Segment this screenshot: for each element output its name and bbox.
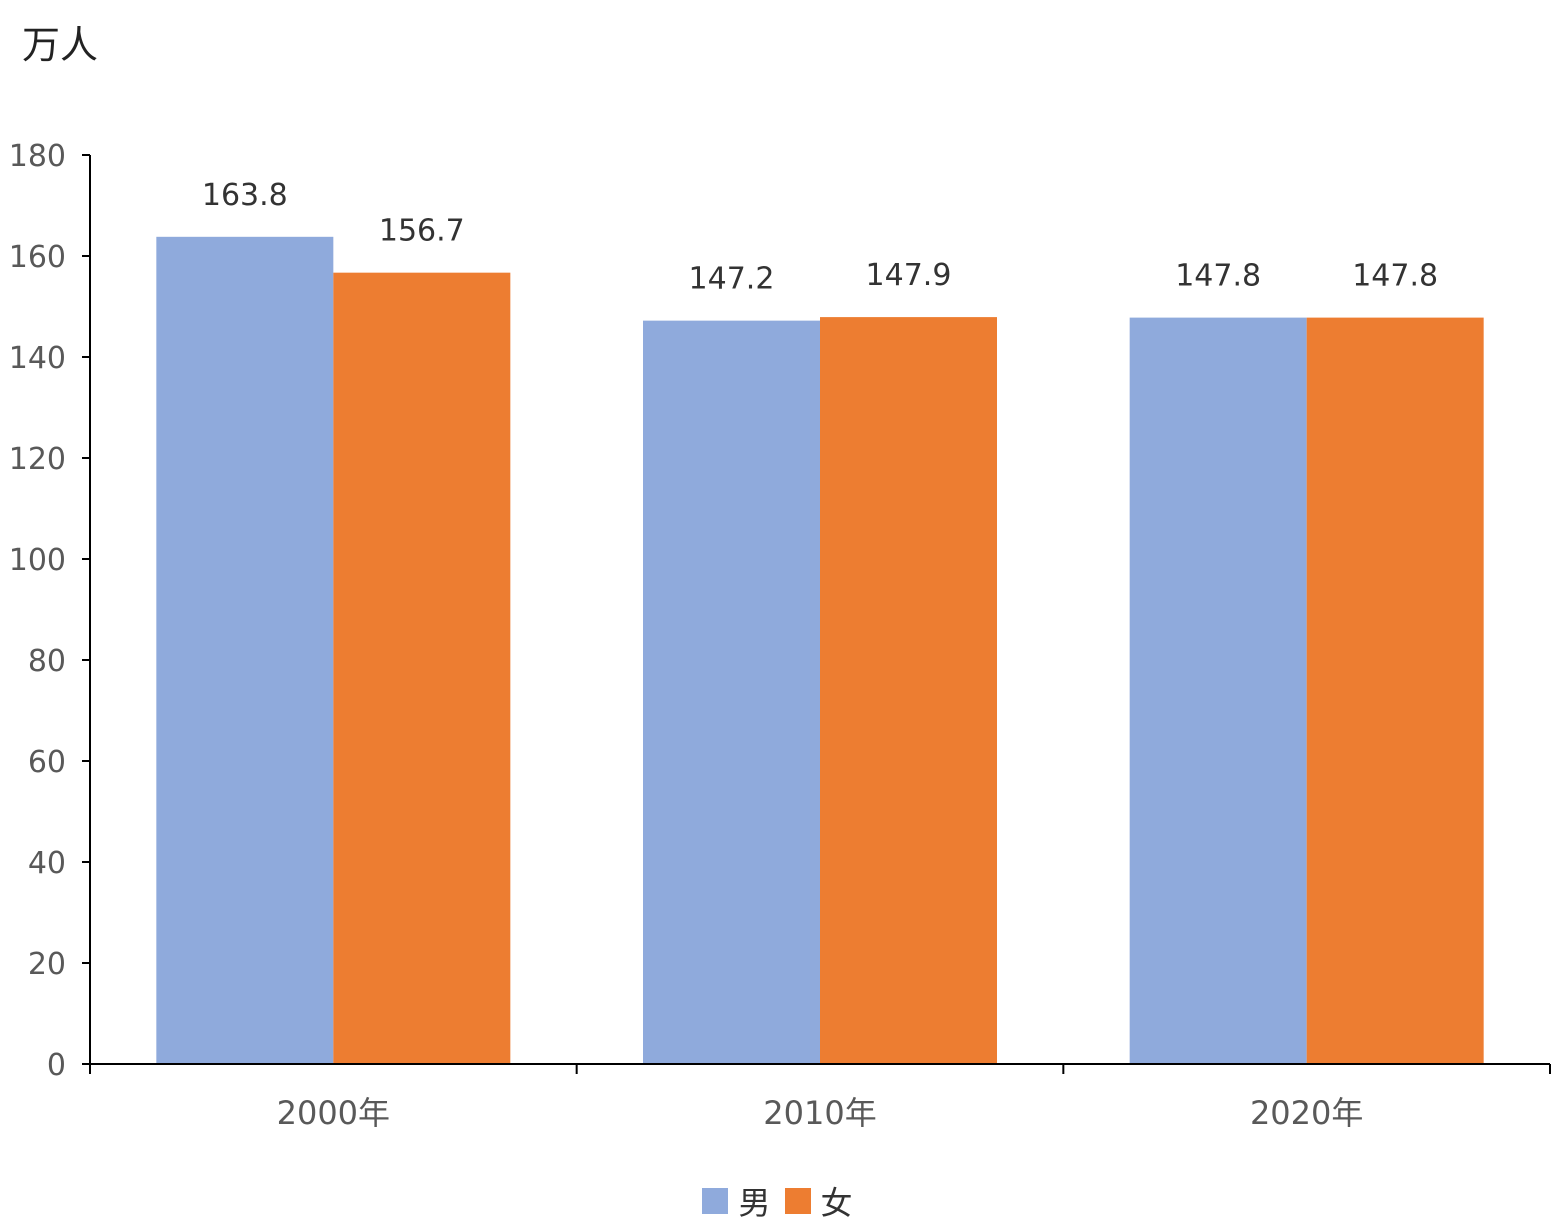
bars-group bbox=[156, 236, 1484, 1065]
y-tick-label: 40 bbox=[28, 846, 66, 881]
data-label: 147.9 bbox=[866, 258, 952, 293]
x-tick-label: 2000年 bbox=[277, 1094, 390, 1132]
bar-female bbox=[1306, 317, 1484, 1064]
legend-swatch-female bbox=[784, 1188, 811, 1214]
data-labels-group: 163.8 156.7 147.2 147.9 147.8 147.8 bbox=[202, 178, 1438, 297]
y-tick-label: 160 bbox=[9, 240, 66, 275]
y-tick-label: 80 bbox=[28, 644, 66, 679]
legend-label-female: 女 bbox=[820, 1184, 853, 1222]
y-axis-unit-label: 万人 bbox=[22, 23, 99, 67]
y-tick-label: 0 bbox=[47, 1048, 66, 1083]
data-label: 163.8 bbox=[202, 178, 288, 213]
x-tick-label: 2010年 bbox=[763, 1094, 876, 1132]
x-axis: 2000年 2010年 2020年 bbox=[89, 1063, 1551, 1132]
data-label: 147.2 bbox=[689, 262, 775, 297]
y-tick-label: 100 bbox=[9, 543, 66, 578]
legend-swatch-male bbox=[702, 1188, 729, 1214]
legend: 男 女 bbox=[0, 1178, 1555, 1224]
x-tick-label: 2020年 bbox=[1250, 1094, 1363, 1132]
bar-male bbox=[1129, 317, 1307, 1064]
legend-item-female: 女 bbox=[784, 1178, 853, 1224]
legend-item-male: 男 bbox=[702, 1178, 771, 1224]
y-tick-label: 180 bbox=[9, 139, 66, 174]
y-axis: 0 20 40 60 80 100 120 140 160 180 bbox=[9, 139, 91, 1083]
y-tick-label: 140 bbox=[9, 341, 66, 376]
y-tick-label: 120 bbox=[9, 442, 66, 477]
bar-male bbox=[643, 320, 820, 1064]
y-tick-label: 60 bbox=[28, 745, 66, 780]
data-label: 147.8 bbox=[1352, 259, 1438, 294]
legend-label-male: 男 bbox=[738, 1184, 771, 1222]
data-label: 156.7 bbox=[379, 214, 465, 249]
bar-female bbox=[333, 272, 511, 1064]
bar-male bbox=[156, 236, 334, 1064]
y-tick-label: 20 bbox=[28, 947, 66, 982]
data-label: 147.8 bbox=[1175, 259, 1261, 294]
bar-female bbox=[820, 317, 997, 1065]
